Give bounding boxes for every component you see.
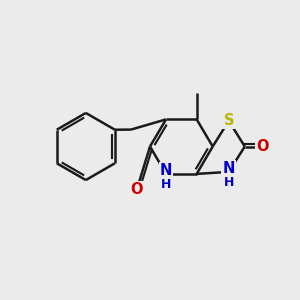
Text: H: H: [224, 176, 234, 189]
Text: N: N: [160, 163, 172, 178]
Text: O: O: [130, 182, 143, 197]
Text: H: H: [161, 178, 171, 190]
Text: N: N: [223, 161, 235, 176]
Text: S: S: [224, 113, 234, 128]
Text: O: O: [256, 139, 268, 154]
